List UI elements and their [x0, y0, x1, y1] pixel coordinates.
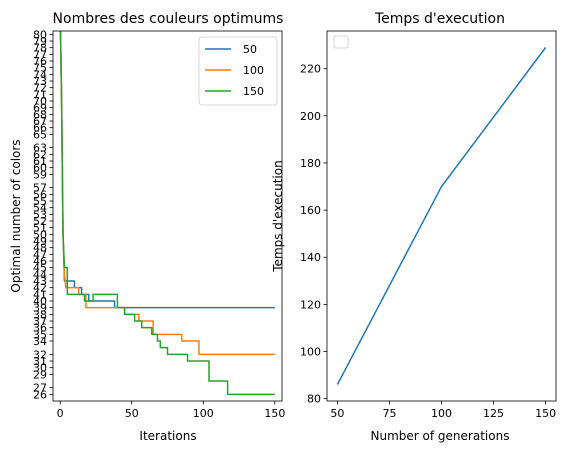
y-tick-label: 66	[33, 122, 47, 135]
y-tick-label: 74	[33, 68, 47, 81]
y-tick-label: 29	[33, 368, 47, 381]
y-tick-label: 120	[300, 298, 321, 311]
y-tick-label: 78	[33, 42, 47, 55]
y-tick-label: 54	[33, 202, 47, 215]
x-tick-label: 150	[264, 407, 285, 420]
y-tick-label: 76	[33, 55, 47, 68]
y-tick-label: 62	[33, 148, 47, 161]
y-tick-label: 55	[33, 195, 47, 208]
x-tick-label: 50	[330, 407, 344, 420]
series-lines	[336, 47, 547, 385]
y-ticks: 80 100 120 140 160 180 200 220	[300, 63, 327, 406]
y-tick-label: 41	[33, 288, 47, 301]
y-tick-label: 45	[33, 262, 47, 275]
y-tick-label: 75	[33, 62, 47, 75]
y-tick-label: 61	[33, 155, 47, 168]
y-tick-label: 200	[300, 110, 321, 123]
y-tick-label: 65	[33, 128, 47, 141]
y-tick-label: 69	[33, 102, 47, 115]
legend-label-150: 150	[243, 85, 264, 98]
y-tick-label: 32	[33, 348, 47, 361]
y-tick-label: 27	[33, 382, 47, 395]
y-tick-label: 80	[33, 28, 47, 41]
y-tick-label: 26	[33, 388, 47, 401]
y-tick-label: 40	[33, 295, 47, 308]
y-tick-label: 56	[33, 188, 47, 201]
legend-box	[198, 36, 278, 106]
chart-title: Temps d'execution	[374, 11, 505, 27]
plot-frame	[52, 30, 283, 402]
y-tick-label: 35	[33, 328, 47, 341]
y-tick-label: 70	[33, 95, 47, 108]
y-tick-label: 30	[33, 362, 47, 375]
y-tick-label: 38	[33, 308, 47, 321]
x-tick-label: 125	[483, 407, 504, 420]
series-line-150	[59, 31, 275, 396]
y-tick-label: 52	[33, 215, 47, 228]
y-tick-label: 36	[33, 322, 47, 335]
legend-label-50: 50	[243, 43, 257, 56]
y-tick-label: 42	[33, 282, 47, 295]
optimal-colors-chart: Nombres des couleurs optimums Iterations…	[9, 11, 285, 443]
y-tick-label: 43	[33, 275, 47, 288]
legend-label-100: 100	[243, 64, 264, 77]
chart-title: Nombres des couleurs optimums	[53, 11, 284, 27]
legend: 50 100 150	[198, 36, 278, 106]
y-tick-label: 49	[33, 235, 47, 248]
y-tick-label: 53	[33, 208, 47, 221]
y-tick-label: 140	[300, 251, 321, 264]
y-tick-label: 47	[33, 248, 47, 261]
x-axis-label: Number of generations	[371, 429, 510, 443]
y-tick-label: 220	[300, 63, 321, 76]
y-tick-label: 71	[33, 88, 47, 101]
y-tick-label: 39	[33, 302, 47, 315]
plot-frame	[326, 30, 557, 402]
y-tick-label: 100	[300, 346, 321, 359]
y-tick-label: 59	[33, 168, 47, 181]
x-ticks: 0 50 100 150	[57, 401, 285, 420]
y-axis-label: Optimal number of colors	[9, 139, 23, 292]
series-lines	[59, 31, 275, 396]
y-tick-label: 50	[33, 228, 47, 241]
legend-box	[333, 35, 349, 49]
y-tick-label: 67	[33, 115, 47, 128]
x-tick-label: 50	[125, 407, 139, 420]
y-tick-label: 31	[33, 355, 47, 368]
x-ticks: 50 75 100 125 150	[330, 401, 556, 420]
y-tick-label: 63	[33, 142, 47, 155]
y-tick-label: 180	[300, 157, 321, 170]
series-line-1	[336, 47, 547, 385]
x-tick-label: 0	[57, 407, 64, 420]
execution-time-chart: Temps d'execution Number of generations …	[271, 11, 557, 443]
y-tick-label: 44	[33, 268, 47, 281]
x-tick-label: 100	[193, 407, 214, 420]
y-tick-label: 51	[33, 222, 47, 235]
y-tick-label: 77	[33, 48, 47, 61]
y-tick-label: 46	[33, 255, 47, 268]
y-ticks: 2627293031323435363738394041424344454647…	[33, 28, 53, 401]
y-tick-label: 48	[33, 242, 47, 255]
x-tick-label: 100	[431, 407, 452, 420]
y-tick-label: 79	[33, 35, 47, 48]
y-tick-label: 60	[33, 162, 47, 175]
y-tick-label: 57	[33, 182, 47, 195]
x-axis-label: Iterations	[139, 429, 196, 443]
y-tick-label: 68	[33, 108, 47, 121]
legend	[333, 35, 349, 49]
x-tick-label: 150	[535, 407, 556, 420]
y-axis-label: Temps d'execution	[271, 160, 285, 272]
y-tick-label: 34	[33, 335, 47, 348]
y-tick-label: 72	[33, 82, 47, 95]
y-tick-label: 160	[300, 204, 321, 217]
y-tick-label: 80	[307, 393, 321, 406]
y-tick-label: 37	[33, 315, 47, 328]
y-tick-label: 73	[33, 75, 47, 88]
x-tick-label: 75	[382, 407, 396, 420]
